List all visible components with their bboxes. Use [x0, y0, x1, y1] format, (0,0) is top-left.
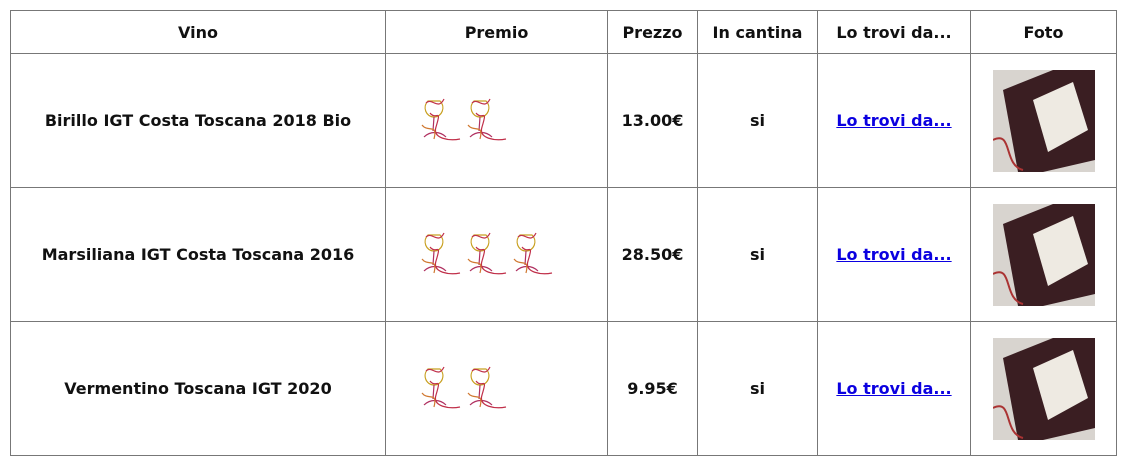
column-header: In cantina	[697, 10, 818, 54]
wine-photo	[992, 69, 1095, 172]
glass-stroke	[517, 232, 553, 274]
column-header: Prezzo	[607, 10, 698, 54]
glass-stroke	[421, 392, 436, 407]
column-header: Premio	[385, 10, 608, 54]
award-cell	[385, 321, 608, 456]
column-header: Vino	[10, 10, 386, 54]
deco	[992, 270, 1023, 305]
award-glasses	[421, 98, 507, 140]
link-cell: Lo trovi da...	[817, 53, 971, 188]
table-body: Birillo IGT Costa Toscana 2018 Bio 13.00€…	[10, 53, 1117, 456]
glass-stroke	[425, 366, 461, 408]
price: 9.95€	[607, 321, 698, 456]
wine-table: Vino Premio Prezzo In cantina Lo trovi da...…	[10, 10, 1117, 456]
price: 28.50€	[607, 187, 698, 322]
column-header: Lo trovi da...	[817, 10, 971, 54]
glass-stroke	[467, 392, 482, 407]
glass-stroke	[470, 233, 490, 252]
glass-stroke	[470, 99, 490, 118]
glass-stroke	[470, 367, 490, 386]
glass-icon	[467, 366, 507, 408]
label	[1032, 349, 1088, 420]
glass-stroke	[424, 367, 444, 386]
wine-name: Marsiliana IGT Costa Toscana 2016	[10, 187, 386, 322]
photo-cell	[970, 53, 1117, 188]
glass-icon	[467, 232, 507, 274]
shop-link[interactable]: Lo trovi da...	[836, 379, 952, 398]
wine-row: Marsiliana IGT Costa Toscana 2016 28.50€ s…	[10, 187, 1117, 322]
in-cellar: si	[697, 321, 818, 456]
glass-stroke	[516, 233, 536, 252]
glass-icon	[421, 98, 461, 140]
award-glasses	[421, 366, 507, 408]
glass-stroke	[424, 99, 444, 118]
wine-photo	[992, 337, 1095, 440]
glass-stroke	[421, 258, 436, 273]
label	[1032, 215, 1088, 286]
glass-icon	[421, 366, 461, 408]
glass-stroke	[513, 258, 528, 273]
glass-icon	[513, 232, 553, 274]
wine-row: Vermentino Toscana IGT 2020 9.95€ si Lo tro…	[10, 321, 1117, 456]
header-row: Vino Premio Prezzo In cantina Lo trovi da...…	[10, 10, 1117, 54]
glass-stroke	[471, 232, 507, 274]
wine-photo	[992, 203, 1095, 306]
column-header: Foto	[970, 10, 1117, 54]
shop-link[interactable]: Lo trovi da...	[836, 245, 952, 264]
glass-stroke	[471, 366, 507, 408]
wine-row: Birillo IGT Costa Toscana 2018 Bio 13.00€…	[10, 53, 1117, 188]
price: 13.00€	[607, 53, 698, 188]
link-cell: Lo trovi da...	[817, 321, 971, 456]
glass-stroke	[421, 124, 436, 139]
award-cell	[385, 53, 608, 188]
glass-stroke	[467, 124, 482, 139]
deco	[992, 404, 1023, 439]
glass-stroke	[425, 98, 461, 140]
photo-cell	[970, 321, 1117, 456]
photo-cell	[970, 187, 1117, 322]
in-cellar: si	[697, 53, 818, 188]
shop-link[interactable]: Lo trovi da...	[836, 111, 952, 130]
wine-name: Birillo IGT Costa Toscana 2018 Bio	[10, 53, 386, 188]
label	[1032, 81, 1088, 152]
glass-icon	[467, 98, 507, 140]
award-cell	[385, 187, 608, 322]
link-cell: Lo trovi da...	[817, 187, 971, 322]
glass-icon	[421, 232, 461, 274]
glass-stroke	[467, 258, 482, 273]
deco	[992, 136, 1023, 171]
glass-stroke	[471, 98, 507, 140]
award-glasses	[421, 232, 553, 274]
glass-stroke	[424, 233, 444, 252]
wine-name: Vermentino Toscana IGT 2020	[10, 321, 386, 456]
in-cellar: si	[697, 187, 818, 322]
glass-stroke	[425, 232, 461, 274]
